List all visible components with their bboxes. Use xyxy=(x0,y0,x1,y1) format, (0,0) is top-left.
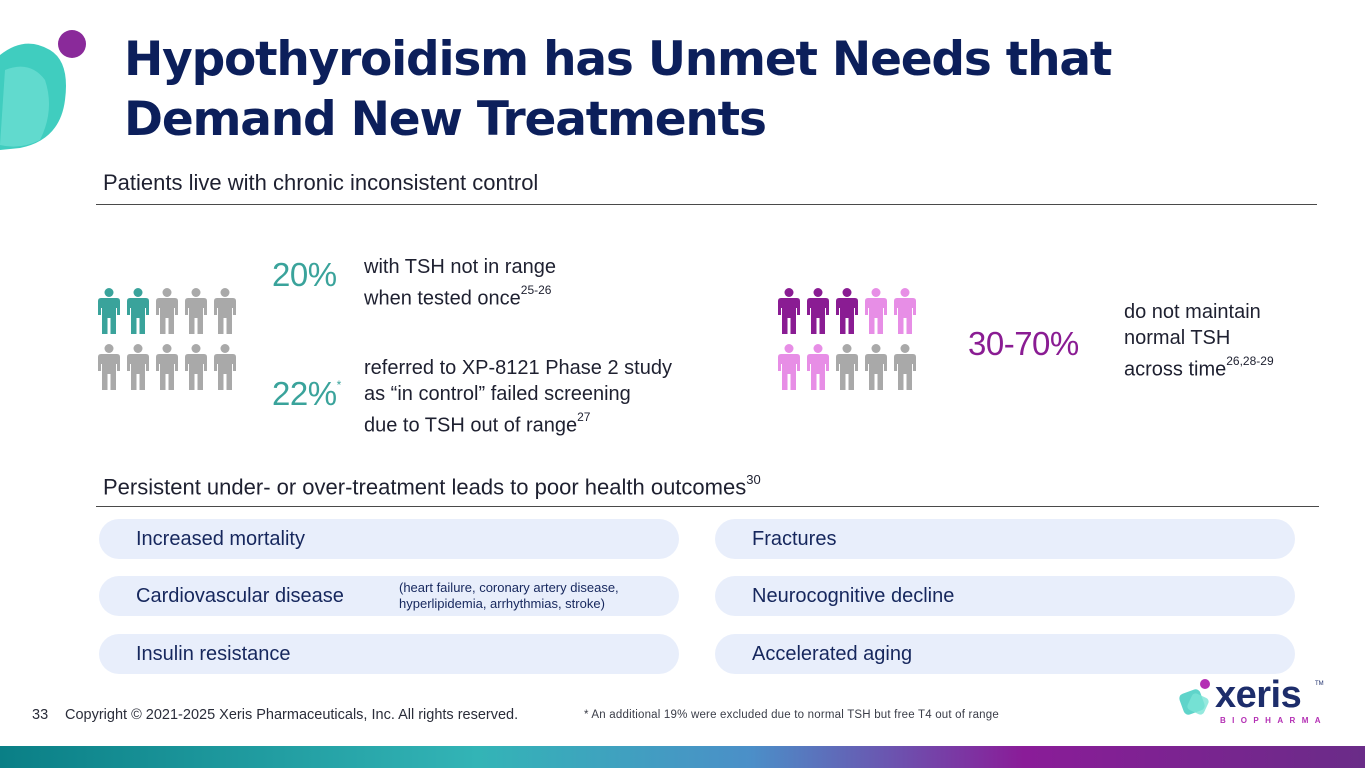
person-icon xyxy=(836,344,858,390)
outcome-label: Increased mortality xyxy=(136,527,305,550)
stat-30-70-description: do not maintain normal TSH across time26… xyxy=(1124,301,1274,381)
stat-20-percent: 20% xyxy=(272,256,337,293)
person-icon xyxy=(156,288,178,334)
section-heading-outcomes: Persistent under- or over-treatment lead… xyxy=(103,472,761,500)
outcome-pill: Increased mortality xyxy=(99,519,679,559)
outcome-pill: Accelerated aging xyxy=(715,634,1295,674)
page-number: 33 xyxy=(32,707,49,723)
person-icon xyxy=(185,288,207,334)
outcome-label: Insulin resistance xyxy=(136,642,291,665)
person-icon xyxy=(865,344,887,390)
person-icon xyxy=(98,288,120,334)
stat-22-description: referred to XP-8121 Phase 2 study as “in… xyxy=(364,357,672,437)
person-icon xyxy=(836,288,858,334)
person-icon xyxy=(778,344,800,390)
outcome-label: Neurocognitive decline xyxy=(752,584,955,607)
outcome-note: (heart failure, coronary artery disease,… xyxy=(399,580,619,611)
page-title: Hypothyroidism has Unmet Needs that Dema… xyxy=(124,32,1112,147)
person-icon xyxy=(127,288,149,334)
person-icon xyxy=(894,344,916,390)
people-grid-left xyxy=(98,288,236,390)
person-icon xyxy=(127,344,149,390)
bottom-gradient-bar xyxy=(0,746,1365,768)
outcome-pill: Insulin resistance xyxy=(99,634,679,674)
person-icon xyxy=(807,344,829,390)
person-icon xyxy=(214,344,236,390)
person-icon xyxy=(214,288,236,334)
logo-tm: TM xyxy=(1315,681,1324,687)
divider xyxy=(96,506,1319,507)
section-heading-control: Patients live with chronic inconsistent … xyxy=(103,170,539,195)
corner-decoration xyxy=(0,30,86,150)
person-icon xyxy=(156,344,178,390)
people-grid-right xyxy=(778,288,916,390)
person-icon xyxy=(894,288,916,334)
logo-mark-icon xyxy=(1179,679,1210,715)
outcome-label: Accelerated aging xyxy=(752,642,913,665)
person-icon xyxy=(807,288,829,334)
outcome-pill: Cardiovascular disease (heart failure, c… xyxy=(99,576,679,616)
outcome-label: Cardiovascular disease xyxy=(136,584,344,607)
logo-word: xeris xyxy=(1215,674,1302,716)
footnote: * An additional 19% were excluded due to… xyxy=(584,709,999,721)
outcome-pill: Fractures xyxy=(715,519,1295,559)
logo-sub: BIOPHARMA xyxy=(1220,716,1327,725)
stat-22-percent: 22%* xyxy=(272,375,341,412)
person-icon xyxy=(865,288,887,334)
person-icon xyxy=(98,344,120,390)
divider xyxy=(96,204,1317,205)
copyright: Copyright © 2021-2025 Xeris Pharmaceutic… xyxy=(65,707,519,723)
person-icon xyxy=(185,344,207,390)
person-icon xyxy=(778,288,800,334)
xeris-logo: xeris TM BIOPHARMA xyxy=(1175,675,1325,730)
outcome-pill: Neurocognitive decline xyxy=(715,576,1295,616)
outcome-label: Fractures xyxy=(752,527,837,550)
stat-20-description: with TSH not in range when tested once25… xyxy=(364,256,556,310)
stat-30-70-percent: 30-70% xyxy=(968,325,1079,362)
